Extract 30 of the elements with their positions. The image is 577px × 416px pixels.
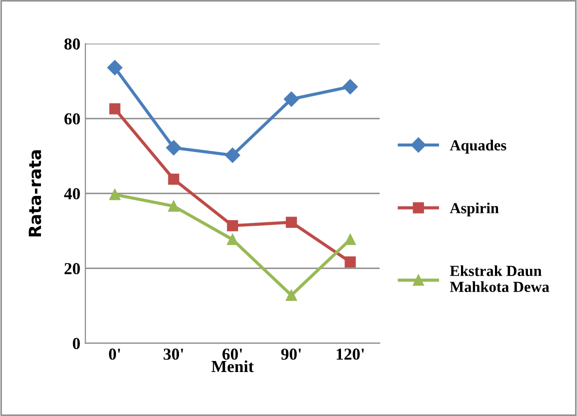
x-tick-label: 90' xyxy=(281,348,301,360)
point xyxy=(168,174,180,185)
y-tick-label: 20 xyxy=(64,263,80,274)
legend-label: Ekstrak Daun Mahkota Dewa xyxy=(450,265,550,292)
y-tick-label: 60 xyxy=(64,113,80,125)
point xyxy=(226,220,238,232)
point xyxy=(168,200,180,212)
point xyxy=(109,189,120,200)
legend-label: Aquades xyxy=(450,140,506,154)
point xyxy=(224,148,240,163)
x-tick-label: 0' xyxy=(108,348,120,360)
point xyxy=(344,256,356,268)
point xyxy=(286,290,297,301)
y-tick-label: 80 xyxy=(64,38,80,50)
point xyxy=(226,234,238,246)
point xyxy=(284,92,299,107)
x-tick-label: 60' xyxy=(222,348,242,360)
point xyxy=(342,79,358,94)
point xyxy=(107,60,122,76)
x-tick-label: 30' xyxy=(164,348,184,360)
x-tick-label: 120' xyxy=(336,348,364,360)
point xyxy=(344,234,356,246)
y-tick-label: 40 xyxy=(64,188,80,200)
x-axis-title: Menit xyxy=(212,360,254,372)
legend-label: Aspirin xyxy=(450,202,499,216)
y-axis-title: Rata-rata xyxy=(28,150,42,236)
point xyxy=(286,216,297,228)
y-tick-label: 0 xyxy=(72,338,80,350)
point xyxy=(166,140,182,156)
point xyxy=(109,103,120,114)
